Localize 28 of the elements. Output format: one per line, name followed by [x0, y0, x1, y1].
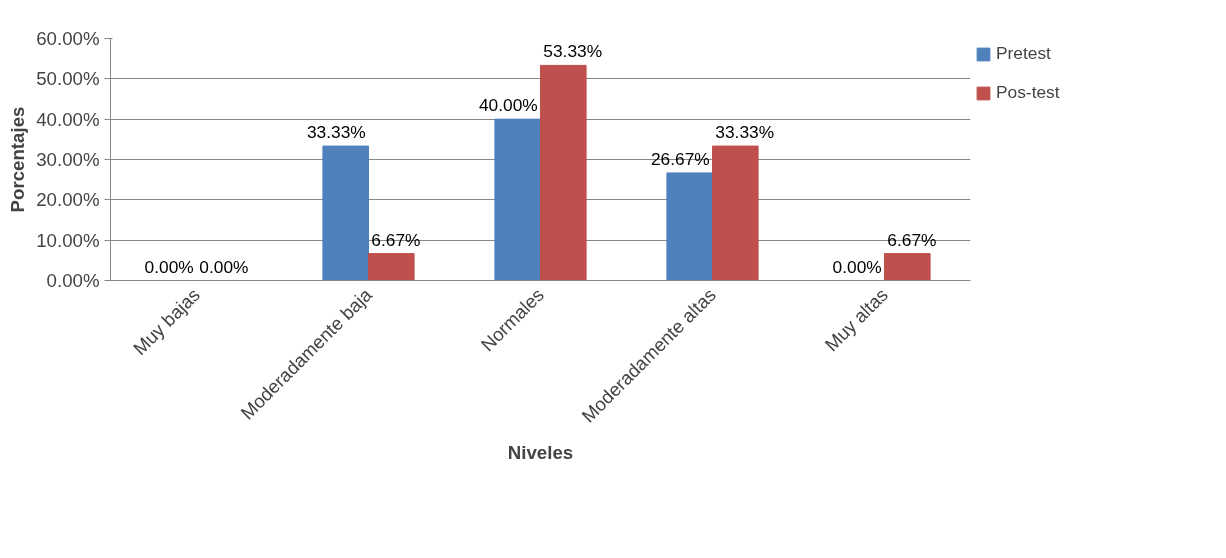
bar [322, 145, 369, 281]
data-label: 53.33% [543, 41, 603, 62]
bar [666, 172, 713, 281]
bar [368, 253, 415, 281]
y-tick-label: 20.00% [36, 189, 100, 211]
y-tick-label: 0.00% [46, 270, 100, 291]
legend-label: Pretest [996, 43, 1051, 64]
legend-label: Pos-test [996, 82, 1060, 103]
y-axis-title: Porcentajes [7, 106, 29, 213]
bar [494, 118, 541, 281]
bar [540, 64, 587, 281]
data-label: 33.33% [715, 122, 775, 143]
data-label: 0.00% [144, 256, 194, 277]
data-label: 40.00% [478, 95, 538, 116]
data-label: 33.33% [306, 122, 366, 143]
y-tick-label: 10.00% [36, 229, 100, 251]
y-tick-label: 60.00% [36, 28, 100, 49]
x-axis-title: Niveles [507, 441, 574, 463]
bar [884, 253, 931, 281]
data-label: 26.67% [650, 148, 710, 169]
data-label: 0.00% [199, 256, 249, 277]
bar [712, 145, 759, 281]
data-label: 6.67% [887, 229, 937, 250]
data-label: 6.67% [371, 229, 421, 250]
data-label: 0.00% [832, 256, 882, 277]
y-tick-label: 40.00% [36, 108, 100, 130]
y-tick-label: 50.00% [36, 68, 100, 90]
y-tick-label: 30.00% [36, 149, 100, 170]
